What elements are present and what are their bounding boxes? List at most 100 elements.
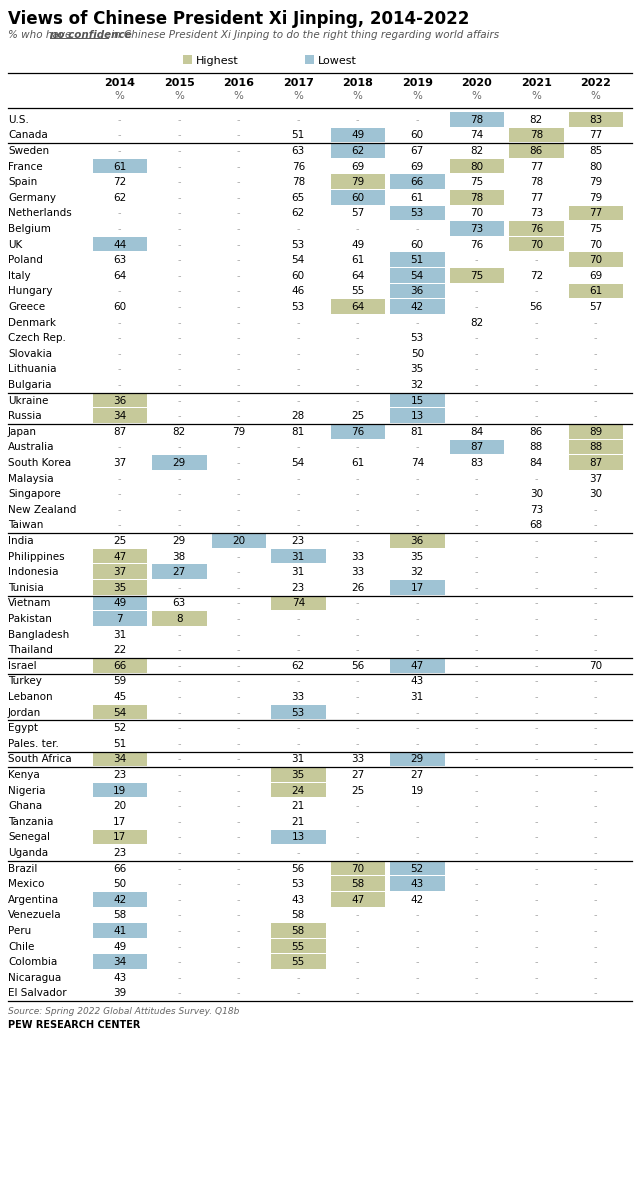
Text: -: -	[594, 536, 598, 546]
Text: -: -	[237, 880, 241, 889]
Text: 88: 88	[589, 442, 602, 453]
Text: -: -	[118, 317, 122, 328]
Text: Bangladesh: Bangladesh	[8, 630, 69, 639]
Text: Russia: Russia	[8, 411, 42, 421]
Text: 35: 35	[411, 552, 424, 561]
Text: 43: 43	[411, 880, 424, 889]
Text: Canada: Canada	[8, 131, 48, 140]
Text: -: -	[356, 848, 360, 858]
Bar	[509, 222, 563, 236]
Text: 24: 24	[292, 785, 305, 796]
Text: -: -	[237, 271, 241, 281]
Text: 70: 70	[530, 239, 543, 250]
Text: -: -	[296, 677, 300, 686]
Text: 56: 56	[351, 660, 364, 671]
Text: 51: 51	[411, 255, 424, 265]
Text: -: -	[534, 723, 538, 733]
Text: -: -	[237, 162, 241, 172]
Text: -: -	[118, 334, 122, 343]
Text: 22: 22	[113, 645, 126, 656]
Text: -: -	[356, 692, 360, 702]
Text: -: -	[237, 364, 241, 375]
Text: Ukraine: Ukraine	[8, 396, 49, 406]
Text: -: -	[237, 239, 241, 250]
Text: -: -	[475, 942, 479, 951]
Text: 31: 31	[411, 692, 424, 702]
Text: 78: 78	[470, 193, 483, 203]
Text: 58: 58	[113, 910, 126, 921]
Text: -: -	[415, 630, 419, 639]
Text: 45: 45	[113, 692, 126, 702]
Text: 62: 62	[292, 660, 305, 671]
Text: 78: 78	[530, 177, 543, 187]
Text: 36: 36	[411, 286, 424, 296]
Text: -: -	[356, 957, 360, 967]
Bar	[390, 393, 445, 408]
Text: -: -	[237, 988, 241, 999]
Text: 76: 76	[470, 239, 483, 250]
Text: -: -	[475, 848, 479, 858]
Text: -: -	[177, 630, 181, 639]
Text: 53: 53	[292, 707, 305, 718]
Text: -: -	[177, 832, 181, 843]
Text: 20: 20	[113, 802, 126, 811]
Text: 72: 72	[530, 271, 543, 281]
Text: 37: 37	[589, 474, 602, 483]
Text: -: -	[177, 255, 181, 265]
Bar	[271, 938, 326, 954]
Text: %: %	[174, 91, 184, 101]
Text: -: -	[118, 505, 122, 515]
Text: 25: 25	[113, 536, 126, 546]
Text: -: -	[237, 255, 241, 265]
Text: -: -	[594, 880, 598, 889]
Bar	[152, 565, 207, 579]
Text: Peru: Peru	[8, 926, 31, 936]
Text: 47: 47	[411, 660, 424, 671]
Text: 53: 53	[292, 880, 305, 889]
Text: -: -	[296, 334, 300, 343]
Text: 84: 84	[470, 427, 483, 436]
Text: 29: 29	[173, 457, 186, 468]
Text: -: -	[475, 255, 479, 265]
Text: -: -	[415, 224, 419, 233]
Text: -: -	[356, 474, 360, 483]
Text: -: -	[177, 177, 181, 187]
Text: 79: 79	[232, 427, 245, 436]
Text: -: -	[594, 552, 598, 561]
Text: 28: 28	[292, 411, 305, 421]
Text: 62: 62	[113, 193, 126, 203]
Text: -: -	[177, 910, 181, 921]
Text: -: -	[296, 520, 300, 531]
Text: -: -	[237, 832, 241, 843]
Text: 49: 49	[113, 599, 126, 608]
Bar	[568, 205, 623, 220]
Text: -: -	[356, 380, 360, 390]
Text: -: -	[177, 193, 181, 203]
Text: 53: 53	[411, 209, 424, 218]
Text: 82: 82	[530, 114, 543, 125]
Text: -: -	[475, 520, 479, 531]
Text: -: -	[534, 973, 538, 983]
Text: -: -	[177, 973, 181, 983]
Text: -: -	[594, 411, 598, 421]
Text: -: -	[594, 396, 598, 406]
Text: -: -	[475, 614, 479, 624]
Text: -: -	[534, 411, 538, 421]
Text: Nicaragua: Nicaragua	[8, 973, 61, 983]
Text: -: -	[237, 817, 241, 826]
Text: 44: 44	[113, 239, 126, 250]
Text: 27: 27	[411, 770, 424, 780]
Text: -: -	[594, 910, 598, 921]
Text: Brazil: Brazil	[8, 863, 37, 874]
Text: 78: 78	[470, 114, 483, 125]
Text: 34: 34	[113, 411, 126, 421]
Bar	[390, 751, 445, 766]
Text: 70: 70	[351, 863, 364, 874]
Text: 35: 35	[113, 582, 126, 593]
Text: -: -	[534, 755, 538, 764]
Text: -: -	[118, 286, 122, 296]
Text: 2020: 2020	[461, 78, 492, 88]
Bar	[93, 783, 147, 797]
Text: Japan: Japan	[8, 427, 37, 436]
Text: -: -	[475, 755, 479, 764]
